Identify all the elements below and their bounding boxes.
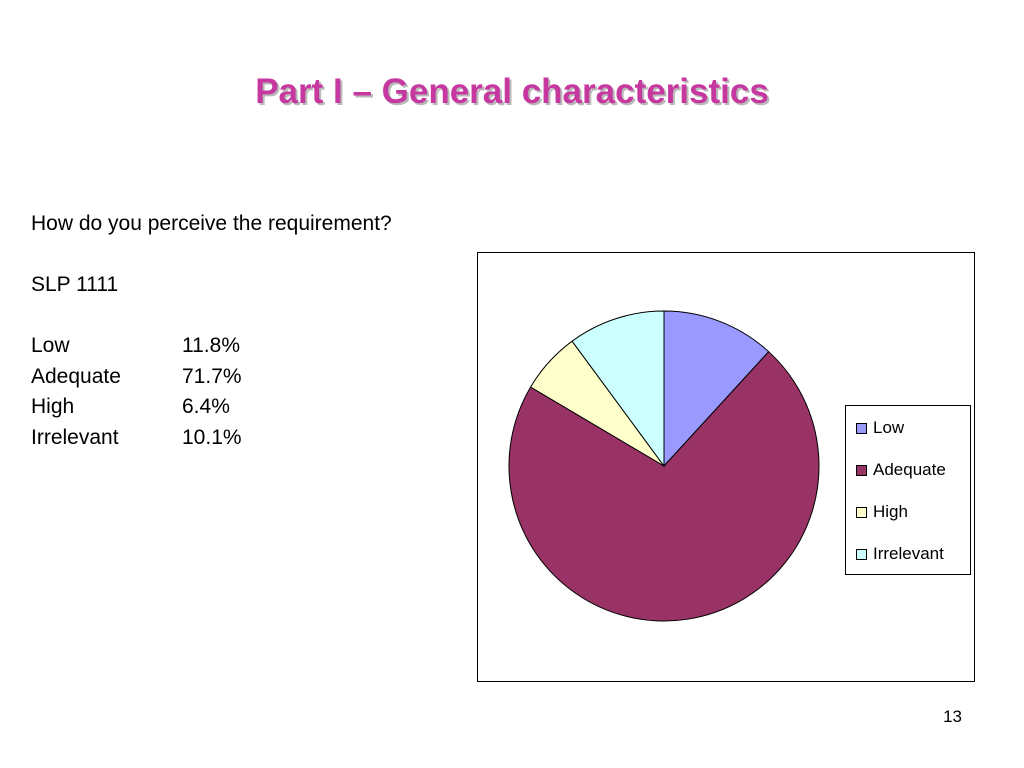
legend-swatch bbox=[856, 548, 867, 560]
stat-value: 11.8% bbox=[182, 334, 240, 357]
legend-label: High bbox=[873, 502, 908, 521]
pie-slice-irrelevant bbox=[571, 310, 665, 468]
stat-label: Adequate bbox=[31, 364, 121, 388]
legend-swatch bbox=[856, 422, 867, 434]
stat-label: Irrelevant bbox=[31, 425, 119, 449]
spacer bbox=[31, 240, 392, 271]
legend-item-irrelevant: Irrelevant bbox=[856, 544, 944, 564]
legend-item-adequate: Adequate bbox=[856, 460, 946, 480]
stat-label: Low bbox=[31, 334, 70, 357]
legend-label: Low bbox=[873, 418, 905, 437]
stat-row-irrelevant: Irrelevant 10.1% bbox=[31, 423, 392, 454]
spacer bbox=[31, 301, 392, 332]
body-text: How do you perceive the requirement? SLP… bbox=[31, 209, 392, 453]
legend-swatch bbox=[856, 464, 867, 476]
stat-row-high: High 6.4% bbox=[31, 392, 392, 423]
legend-item-low: Low bbox=[856, 418, 904, 438]
pie-chart bbox=[508, 310, 820, 622]
chart-legend: Low Adequate High Irrelevant bbox=[845, 405, 971, 575]
legend-label: Adequate bbox=[873, 460, 946, 479]
page-number: 13 bbox=[943, 707, 962, 726]
pie-slice-low bbox=[663, 310, 770, 468]
stat-value: 71.7% bbox=[182, 364, 242, 388]
legend-item-high: High bbox=[856, 502, 908, 522]
stat-row-adequate: Adequate 71.7% bbox=[31, 362, 392, 393]
stat-value: 6.4% bbox=[182, 395, 230, 418]
question-text: How do you perceive the requirement? bbox=[31, 212, 392, 235]
stat-value: 10.1% bbox=[182, 425, 242, 449]
stat-row-low: Low 11.8% bbox=[31, 331, 392, 362]
chart-area: Low Adequate High Irrelevant bbox=[477, 252, 975, 682]
legend-label: Irrelevant bbox=[873, 544, 944, 563]
stat-label: High bbox=[31, 395, 75, 418]
subject-code: SLP 1111 bbox=[31, 273, 119, 296]
legend-swatch bbox=[856, 506, 867, 518]
pie-slice-adequate bbox=[508, 350, 820, 622]
slide-title: Part I – General characteristics bbox=[255, 72, 769, 111]
